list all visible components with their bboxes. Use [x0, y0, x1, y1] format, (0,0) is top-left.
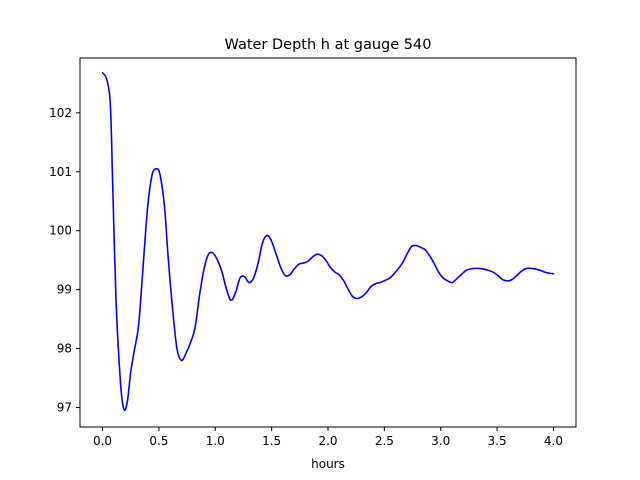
x-tick-label: 3.0 — [431, 434, 450, 448]
y-tick-label: 98 — [57, 342, 72, 356]
series-line — [101, 71, 555, 412]
x-tick-label: 3.5 — [488, 434, 507, 448]
x-tick-label: 1.0 — [206, 434, 225, 448]
y-tick-label: 101 — [49, 165, 72, 179]
x-tick-label: 1.5 — [262, 434, 281, 448]
y-axis: 97 98 99 100 101 102 — [49, 106, 80, 415]
x-tick-label: 2.5 — [375, 434, 394, 448]
chart-title: Water Depth h at gauge 540 — [225, 37, 432, 53]
x-tick-label: 0.5 — [149, 434, 168, 448]
x-tick-label: 2.0 — [318, 434, 337, 448]
y-tick-label: 97 — [57, 401, 72, 415]
x-axis-label: hours — [311, 457, 345, 471]
y-tick-label: 100 — [49, 224, 72, 238]
x-tick-label: 4.0 — [544, 434, 563, 448]
y-tick-label: 102 — [49, 106, 72, 120]
y-tick-label: 99 — [57, 283, 72, 297]
x-axis: 0.0 0.5 1.0 1.5 2.0 2.5 3.0 3.5 4.0 — [93, 427, 563, 448]
x-tick-label: 0.0 — [93, 434, 112, 448]
